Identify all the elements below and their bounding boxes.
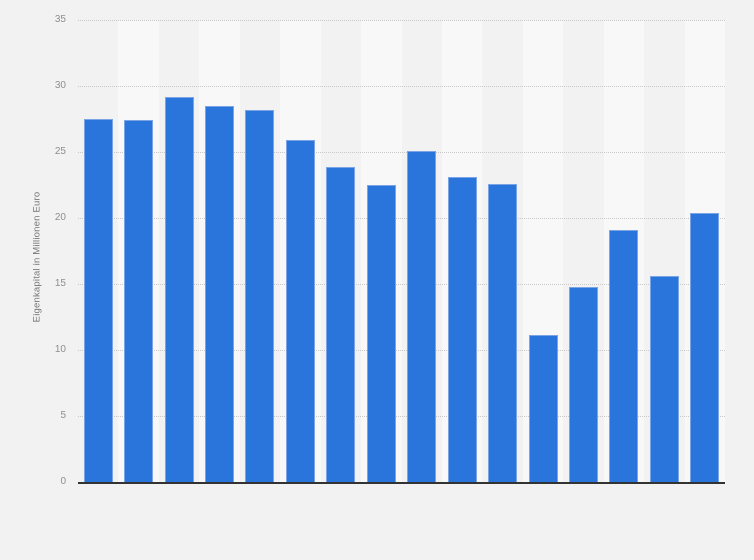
bar-7[interactable] [326, 166, 356, 482]
y-tick-label-10: 10 [54, 344, 66, 355]
plot-area [78, 20, 725, 484]
bar-13[interactable] [568, 286, 598, 482]
gridline-10 [78, 350, 725, 351]
bar-2[interactable] [124, 120, 154, 482]
bar-6[interactable] [285, 140, 315, 482]
y-tick-label-15: 15 [54, 278, 66, 289]
gridline-5 [78, 416, 725, 417]
gridline-30 [78, 86, 725, 87]
y-tick-label-20: 20 [54, 212, 66, 223]
y-tick-label-0: 0 [60, 476, 66, 487]
y-tick-label-25: 25 [54, 146, 66, 157]
bar-9[interactable] [407, 150, 437, 482]
bar-10[interactable] [447, 177, 477, 482]
y-tick-label-35: 35 [54, 14, 66, 25]
bar-5[interactable] [245, 109, 275, 482]
gridline-25 [78, 152, 725, 153]
y-tick-label-5: 5 [60, 410, 66, 421]
bar-14[interactable] [609, 229, 639, 482]
gridline-35 [78, 20, 725, 21]
bar-3[interactable] [164, 96, 194, 482]
bar-4[interactable] [205, 105, 235, 482]
bar-8[interactable] [366, 185, 396, 482]
bar-16[interactable] [690, 212, 720, 482]
bar-1[interactable] [83, 119, 113, 482]
bar-15[interactable] [649, 276, 679, 482]
y-tick-label-30: 30 [54, 80, 66, 91]
bar-11[interactable] [488, 183, 518, 482]
gridline-15 [78, 284, 725, 285]
gridline-20 [78, 218, 725, 219]
bar-12[interactable] [528, 335, 558, 482]
